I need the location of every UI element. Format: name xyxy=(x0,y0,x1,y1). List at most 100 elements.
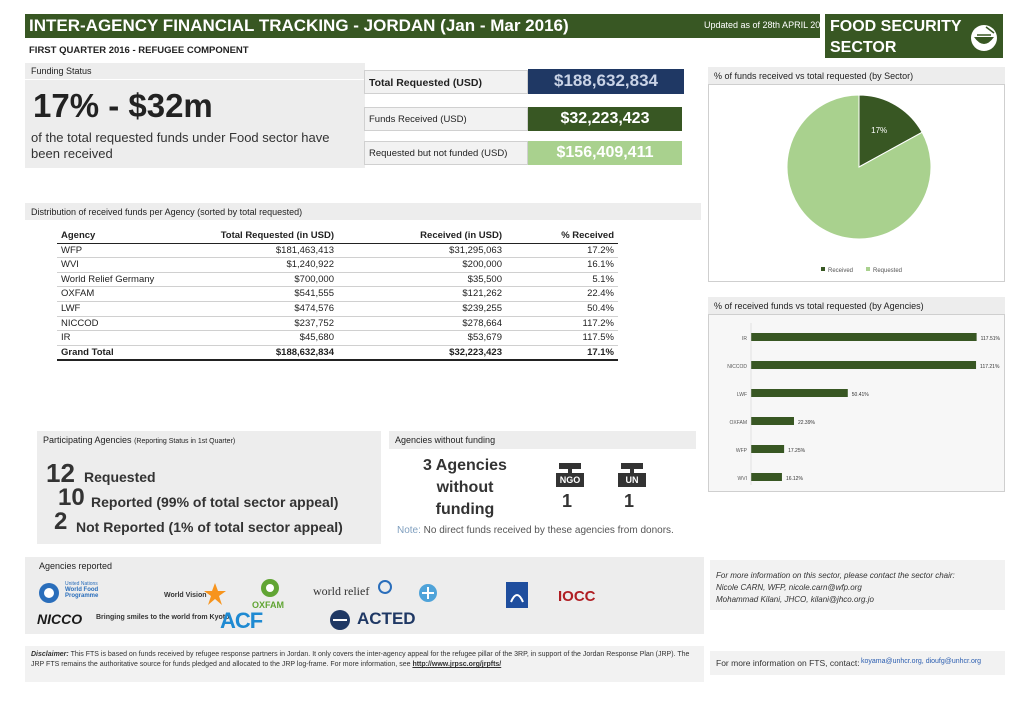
pie-label-received: 17% xyxy=(871,126,887,135)
funds-received-label: Funds Received (USD) xyxy=(364,107,528,131)
wf-line3: funding xyxy=(435,501,495,518)
ngo-icon: NGO xyxy=(556,463,584,487)
disclaimer-text: This FTS is based on funds received by r… xyxy=(31,651,690,668)
col-received: Received (in USD) xyxy=(338,229,506,244)
ngo-count: 1 xyxy=(562,491,573,511)
nicco-logo: NICCO xyxy=(37,611,83,627)
total-requested: $188,632,834 xyxy=(205,344,338,362)
bar-lwf xyxy=(751,389,848,397)
page-title: INTER-AGENCY FINANCIAL TRACKING - JORDAN… xyxy=(29,16,569,35)
page-subtitle: FIRST QUARTER 2016 - REFUGEE COMPONENT xyxy=(29,45,249,56)
table-row: WFP $181,463,413 $31,295,063 17.2% xyxy=(57,243,618,259)
table-row: LWF $474,576 $239,255 50.4% xyxy=(57,301,618,317)
bar-category-label: NICCOD xyxy=(727,364,747,370)
cell-requested: $1,240,922 xyxy=(205,257,338,273)
wfp-text-3: Programme xyxy=(65,593,99,599)
unfunded-label: Requested but not funded (USD) xyxy=(364,141,528,165)
agencies-logos-panel xyxy=(25,574,704,634)
table-row: NICCOD $237,752 $278,664 117.2% xyxy=(57,316,618,332)
reported-count: 10 xyxy=(58,484,85,511)
cell-received: $200,000 xyxy=(338,257,506,273)
pie-label-requested: 83% xyxy=(799,226,815,235)
world-vision-logo: World Vision xyxy=(164,592,207,599)
world-relief-logo: world relief xyxy=(313,584,370,598)
bar-title-band xyxy=(708,297,1005,314)
cell-pct: 17.2% xyxy=(506,243,618,259)
cell-requested: $237,752 xyxy=(205,316,338,332)
total-pct: 17.1% xyxy=(506,344,618,362)
cell-requested: $45,680 xyxy=(205,330,338,346)
fts-contact-emails[interactable]: koyama@unhcr.org, dioufg@unhcr.org xyxy=(861,658,982,665)
bar-category-label: IR xyxy=(742,336,747,342)
total-requested-value: $188,632,834 xyxy=(528,69,684,94)
participating-band xyxy=(37,431,381,449)
funding-headline: 17% - $32m xyxy=(33,87,213,124)
agencies-reported-band xyxy=(25,557,704,574)
bar-niccod xyxy=(751,361,977,369)
sector-title-line1: FOOD SECURITY xyxy=(830,18,962,35)
bar-wfp xyxy=(751,445,785,453)
cell-agency: NICCOD xyxy=(57,316,205,332)
pie-chart-panel: 17% 83% Received Requested xyxy=(708,84,1005,282)
agencies-reported-label: Agencies reported xyxy=(39,561,113,571)
oxfam-logo: OXFAM xyxy=(250,576,290,610)
bar-value-label: 16.12% xyxy=(786,476,804,482)
disclaimer: Disclaimer: This FTS is based on funds r… xyxy=(31,650,696,670)
contact-line1: For more information on this sector, ple… xyxy=(716,571,955,580)
un-label: UN xyxy=(625,475,639,485)
col-agency: Agency xyxy=(57,229,205,244)
without-funding-headline: 3 Agencies without funding xyxy=(405,455,525,521)
world-vision-star-icon xyxy=(204,583,226,605)
oxfam-text: OXFAM xyxy=(252,600,285,610)
disclaimer-link[interactable]: http://www.jrpsc.org/jrpfts/ xyxy=(412,661,502,668)
without-funding-note: Note: No direct funds received by these … xyxy=(397,524,697,537)
islamic-relief-logo-icon xyxy=(506,582,528,608)
total-received: $32,223,423 xyxy=(338,344,506,362)
lwf-logo-icon xyxy=(419,584,437,602)
unfunded-value: $156,409,411 xyxy=(528,141,682,165)
cell-pct: 117.5% xyxy=(506,330,618,346)
cell-pct: 5.1% xyxy=(506,272,618,288)
without-funding-band xyxy=(389,431,696,449)
table-row: WVI $1,240,922 $200,000 16.1% xyxy=(57,257,618,273)
total-label: Grand Total xyxy=(57,344,205,362)
cell-agency: IR xyxy=(57,330,205,346)
distribution-table: Agency Total Requested (in USD) Received… xyxy=(57,229,618,362)
wfp-logo: United Nations World Food Programme xyxy=(38,580,138,606)
bar-chart: IR 117.51% NICCOD 117.21% LWF 50.41% OXFAM 22.3… xyxy=(727,323,1001,485)
pie-chart: 17% 83% Received Requested xyxy=(786,94,932,274)
sector-title-line2: SECTOR xyxy=(830,39,897,56)
participating-title: Participating Agencies xyxy=(43,435,132,445)
table-row: IR $45,680 $53,679 117.5% xyxy=(57,330,618,346)
bar-value-label: 17.25% xyxy=(788,448,806,454)
table-row: World Relief Germany $700,000 $35,500 5.1% xyxy=(57,272,618,288)
cell-received: $121,262 xyxy=(338,286,506,302)
cell-agency: WFP xyxy=(57,243,205,259)
cell-received: $35,500 xyxy=(338,272,506,288)
col-requested: Total Requested (in USD) xyxy=(205,229,338,244)
reported-text: Reported (99% of total sector appeal) xyxy=(91,494,339,510)
funding-description: of the total requested funds under Food … xyxy=(31,130,330,161)
disclaimer-prefix: Disclaimer: xyxy=(31,651,69,658)
bar-category-label: OXFAM xyxy=(729,420,747,426)
bar-category-label: WFP xyxy=(736,448,748,454)
acted-logo: ACTED xyxy=(357,609,416,628)
funding-status-panel xyxy=(25,80,365,168)
cell-pct: 117.2% xyxy=(506,316,618,332)
fts-contact-label: For more information on FTS, contact: xyxy=(716,658,860,668)
bar-ir xyxy=(751,333,977,341)
cell-requested: $700,000 xyxy=(205,272,338,288)
wf-line2: without xyxy=(436,479,494,496)
table-header-row: Agency Total Requested (in USD) Received… xyxy=(57,229,618,244)
note-text: No direct funds received by these agenci… xyxy=(420,525,674,536)
sector-title: FOOD SECURITY SECTOR xyxy=(830,16,962,58)
pie-slice-requested xyxy=(786,94,932,240)
bar-chart-title: % of received funds vs total requested (… xyxy=(714,301,924,311)
contact-panel xyxy=(710,560,1005,610)
wfp-logo-text: United Nations World Food Programme xyxy=(65,581,98,599)
cell-requested: $474,576 xyxy=(205,301,338,317)
wfp-text-1: United Nations xyxy=(65,581,98,587)
food-bowl-icon xyxy=(971,25,997,51)
legend-label-requested: Requested xyxy=(873,268,902,274)
world-relief-icon xyxy=(378,580,392,594)
